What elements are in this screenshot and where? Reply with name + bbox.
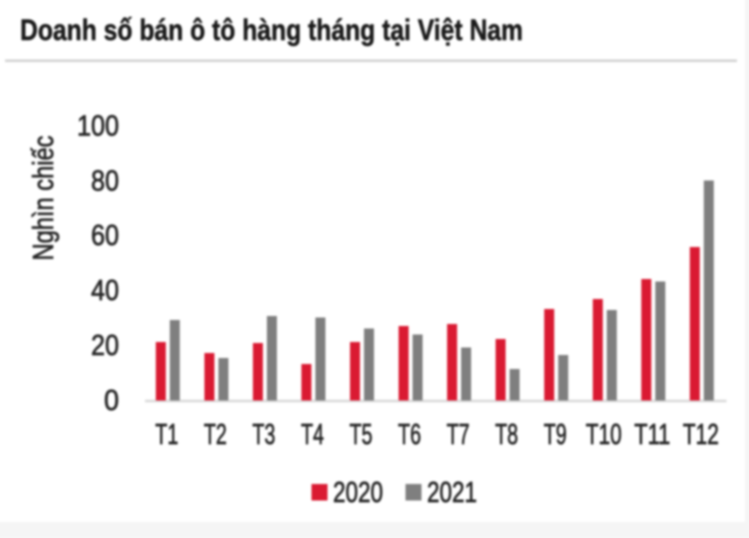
svg-text:100: 100	[77, 109, 119, 142]
svg-text:T6: T6	[398, 418, 421, 451]
svg-text:T1: T1	[155, 418, 178, 451]
svg-text:T12: T12	[683, 418, 719, 451]
svg-text:20: 20	[91, 329, 119, 362]
svg-text:40: 40	[91, 274, 119, 307]
svg-text:80: 80	[91, 164, 119, 197]
svg-text:Nghìn chiếc: Nghìn chiếc	[27, 135, 60, 260]
svg-text:2020: 2020	[333, 476, 383, 509]
svg-text:T2: T2	[204, 418, 227, 451]
svg-text:60: 60	[91, 219, 119, 252]
svg-text:0: 0	[104, 384, 119, 417]
svg-text:T5: T5	[349, 418, 372, 451]
svg-text:T10: T10	[586, 418, 622, 451]
svg-text:T9: T9	[544, 418, 567, 451]
svg-text:T8: T8	[495, 418, 518, 451]
svg-text:T3: T3	[252, 418, 275, 451]
svg-text:2021: 2021	[427, 476, 477, 509]
svg-text:T7: T7	[447, 418, 470, 451]
svg-text:T4: T4	[301, 418, 324, 451]
svg-text:T11: T11	[634, 418, 670, 451]
svg-text:Doanh số bán ô tô hàng tháng t: Doanh số bán ô tô hàng tháng tại Việt Na…	[20, 13, 523, 47]
